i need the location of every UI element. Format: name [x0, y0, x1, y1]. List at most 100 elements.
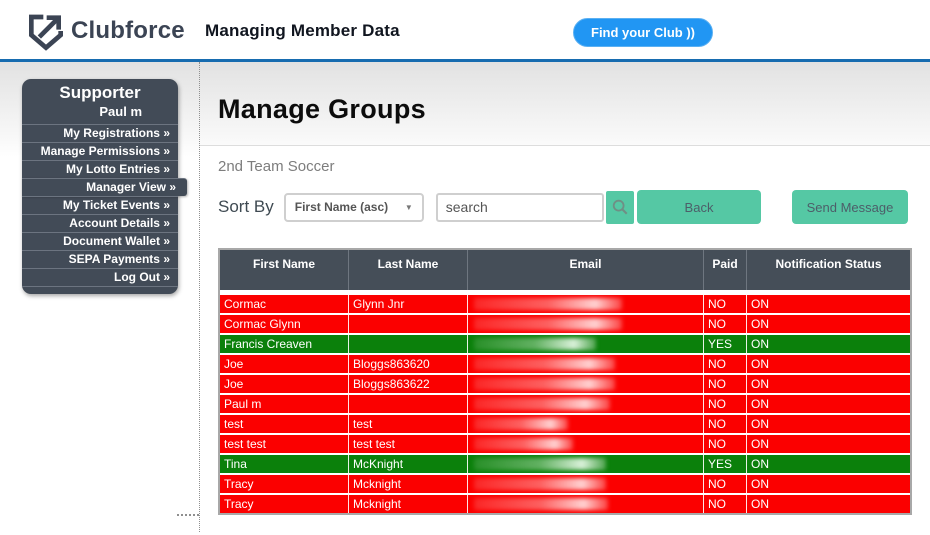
cell-paid: NO: [704, 375, 747, 393]
group-panel: 2nd Team Soccer Sort By First Name (asc)…: [200, 145, 930, 532]
cell-first-name: test: [220, 415, 349, 433]
sidebar-item[interactable]: Log Out »: [22, 268, 178, 286]
cell-last-name: [349, 395, 468, 413]
cell-notification: ON: [751, 477, 769, 491]
cell-last-name: Bloggs863622: [349, 375, 468, 393]
logo-text: Clubforce: [71, 17, 185, 44]
cell-email: [468, 495, 704, 513]
sidebar-item[interactable]: SEPA Payments »: [22, 250, 178, 268]
redacted-email-blur: [474, 378, 615, 390]
cell-paid: NO: [704, 475, 747, 493]
search-button[interactable]: [605, 190, 634, 224]
member-row[interactable]: Tracy Mcknight NO ON: [220, 475, 910, 493]
sort-by-label: Sort By: [218, 197, 274, 216]
clubforce-shield-icon: [29, 14, 63, 51]
redacted-email-blur: [474, 438, 573, 450]
cell-first-name: test test: [220, 435, 349, 453]
cell-notification: ON: [751, 337, 769, 351]
cell-paid: NO: [704, 355, 747, 373]
cell-notification: ON: [751, 317, 769, 331]
content-area: Supporter Paul m My Registrations » Manag…: [0, 62, 930, 532]
member-row[interactable]: Cormac Glynn NO ON: [220, 315, 910, 333]
cell-email: [468, 435, 704, 453]
page-title: Manage Groups: [218, 94, 426, 124]
cell-paid: NO: [704, 315, 747, 333]
sidebar-role-label: Supporter: [59, 83, 141, 102]
redacted-email-blur: [474, 498, 608, 510]
redacted-email-blur: [474, 338, 597, 350]
member-row[interactable]: Joe Bloggs863620 NO ON: [220, 355, 910, 373]
send-message-button[interactable]: Send Message: [792, 190, 908, 224]
sort-select[interactable]: First Name (asc) ▼: [283, 192, 424, 222]
header-cell: First Name: [220, 250, 349, 290]
cell-email: [468, 315, 704, 333]
cell-first-name: Francis Creaven: [220, 335, 349, 353]
search-input[interactable]: [435, 192, 604, 222]
cell-notification: ON: [751, 397, 769, 411]
sidebar-item[interactable]: My Ticket Events »: [22, 196, 178, 214]
redacted-email-blur: [474, 358, 615, 370]
clubforce-logo[interactable]: Clubforce: [26, 10, 185, 52]
cell-email: [468, 475, 704, 493]
member-row[interactable]: test test NO ON: [220, 415, 910, 433]
cell-first-name: Tracy: [220, 475, 349, 493]
sidebar-item[interactable]: My Lotto Entries »: [22, 160, 178, 178]
sidebar-item[interactable]: My Registrations »: [22, 124, 178, 142]
redacted-email-blur: [474, 298, 623, 310]
cell-email: [468, 335, 704, 353]
cell-last-name: Mcknight: [349, 475, 468, 493]
find-your-club-button[interactable]: Find your Club )): [573, 18, 713, 47]
cell-paid: YES: [704, 455, 747, 473]
cell-notification: ON: [751, 457, 769, 471]
cell-last-name: Glynn Jnr: [349, 295, 468, 313]
cell-last-name: Bloggs863620: [349, 355, 468, 373]
member-row[interactable]: Paul m NO ON: [220, 395, 910, 413]
cell-notification: ON: [751, 377, 769, 391]
cell-paid: NO: [704, 495, 747, 513]
member-row[interactable]: Joe Bloggs863622 NO ON: [220, 375, 910, 393]
header-cell: Paid: [704, 250, 747, 290]
cell-paid: YES: [704, 335, 747, 353]
redacted-email-blur: [474, 418, 568, 430]
sidebar-item[interactable]: Manage Permissions »: [22, 142, 178, 160]
sidebar-user-name: Paul m: [99, 104, 142, 119]
member-row[interactable]: Tina McKnight YES ON: [220, 455, 910, 473]
cell-paid: NO: [704, 415, 747, 433]
cell-last-name: test test: [349, 435, 468, 453]
sidebar-item[interactable]: Manager View »: [22, 178, 187, 196]
cell-notification: ON: [751, 497, 769, 511]
back-button[interactable]: Back: [637, 190, 761, 224]
cell-email: [468, 455, 704, 473]
cell-first-name: Paul m: [220, 395, 349, 413]
redacted-email-blur: [474, 398, 611, 410]
left-column: Supporter Paul m My Registrations » Manag…: [0, 62, 200, 532]
members-table: First Name Last Name Email Paid Notification…: [218, 248, 912, 515]
member-row[interactable]: Francis Creaven YES ON: [220, 335, 910, 353]
group-name: 2nd Team Soccer: [218, 158, 335, 175]
cell-first-name: Joe: [220, 355, 349, 373]
cell-paid: NO: [704, 435, 747, 453]
table-header-row: First Name Last Name Email Paid Notification…: [220, 250, 910, 290]
sort-select-value: First Name (asc): [294, 200, 389, 214]
sidebar-item[interactable]: Document Wallet »: [22, 232, 178, 250]
cell-first-name: Tina: [220, 455, 349, 473]
member-row[interactable]: Tracy Mcknight NO ON: [220, 495, 910, 513]
cell-paid: NO: [704, 295, 747, 313]
redacted-email-blur: [474, 318, 623, 330]
topbar: Clubforce Managing Member Data Find your…: [0, 0, 930, 62]
member-row[interactable]: test test test test NO ON: [220, 435, 910, 453]
cell-last-name: Mcknight: [349, 495, 468, 513]
main-column: Manage Groups 2nd Team Soccer Sort By Fi…: [200, 62, 930, 532]
member-row[interactable]: Cormac Glynn Jnr NO ON: [220, 295, 910, 313]
cell-first-name: Cormac: [220, 295, 349, 313]
redacted-email-blur: [474, 478, 606, 490]
cell-first-name: Cormac Glynn: [220, 315, 349, 333]
cell-email: [468, 395, 704, 413]
cell-email: [468, 355, 704, 373]
table-rows: Cormac Glynn Jnr NO ON Cormac Glynn NO ON Franc…: [220, 295, 910, 513]
cell-notification: ON: [751, 417, 769, 431]
cell-notification: ON: [751, 357, 769, 371]
controls-row: Sort By First Name (asc) ▼ Back Send Mes…: [218, 190, 912, 224]
sidebar-item[interactable]: Account Details »: [22, 214, 178, 232]
header-cell: Notification Status: [775, 257, 882, 271]
